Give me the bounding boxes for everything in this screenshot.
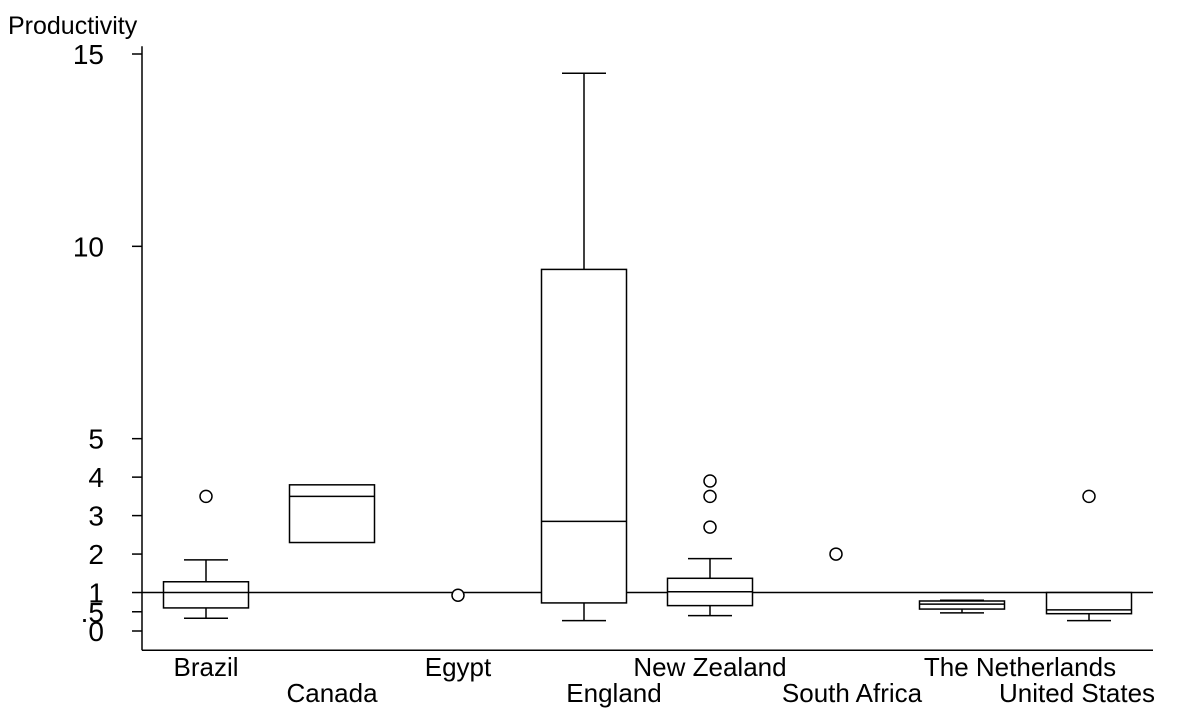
x-tick-label: Egypt — [425, 652, 492, 682]
x-tick-label: Brazil — [173, 652, 238, 682]
box — [1045, 591, 1133, 615]
box-group — [162, 489, 250, 620]
x-tick-label: Canada — [286, 678, 378, 708]
x-tick-label: South Africa — [782, 678, 923, 708]
y-tick-label: 5 — [88, 424, 104, 455]
y-tick-label: 3 — [88, 501, 104, 532]
box-group — [288, 484, 376, 544]
y-tick-label: 15 — [73, 39, 104, 70]
outlier-point — [829, 547, 843, 561]
boxes — [162, 72, 1133, 622]
outlier-point — [703, 489, 717, 504]
box-group — [666, 474, 754, 617]
box-group — [918, 599, 1006, 614]
box-group — [829, 547, 843, 561]
x-tick-label: United States — [999, 678, 1155, 708]
y-tick-label: 0 — [88, 616, 104, 647]
box-group — [540, 72, 628, 622]
outlier-point — [1082, 489, 1096, 504]
x-tick-label: New Zealand — [633, 652, 786, 682]
box — [288, 484, 376, 544]
box — [918, 600, 1006, 610]
box-group — [1045, 489, 1133, 622]
y-tick-label: 1 — [88, 578, 104, 609]
box-group — [451, 588, 465, 602]
x-tick-label: England — [566, 678, 661, 708]
outlier-point — [703, 520, 717, 534]
outlier-point — [703, 474, 717, 488]
axes — [141, 46, 1153, 651]
x-tick-label: The Netherlands — [924, 652, 1116, 682]
box — [162, 581, 250, 609]
outlier-point — [451, 588, 465, 602]
y-axis-ticks: 0.51 2 3 4 5 10 15 — [73, 39, 142, 647]
y-tick-label: 2 — [88, 539, 104, 570]
outlier-point — [199, 489, 213, 504]
y-axis-label: Productivity — [8, 12, 138, 40]
y-tick-label: 10 — [73, 231, 104, 262]
y-tick-label: .5 — [81, 597, 104, 628]
y-tick-label: 4 — [88, 462, 104, 493]
box — [540, 268, 628, 604]
